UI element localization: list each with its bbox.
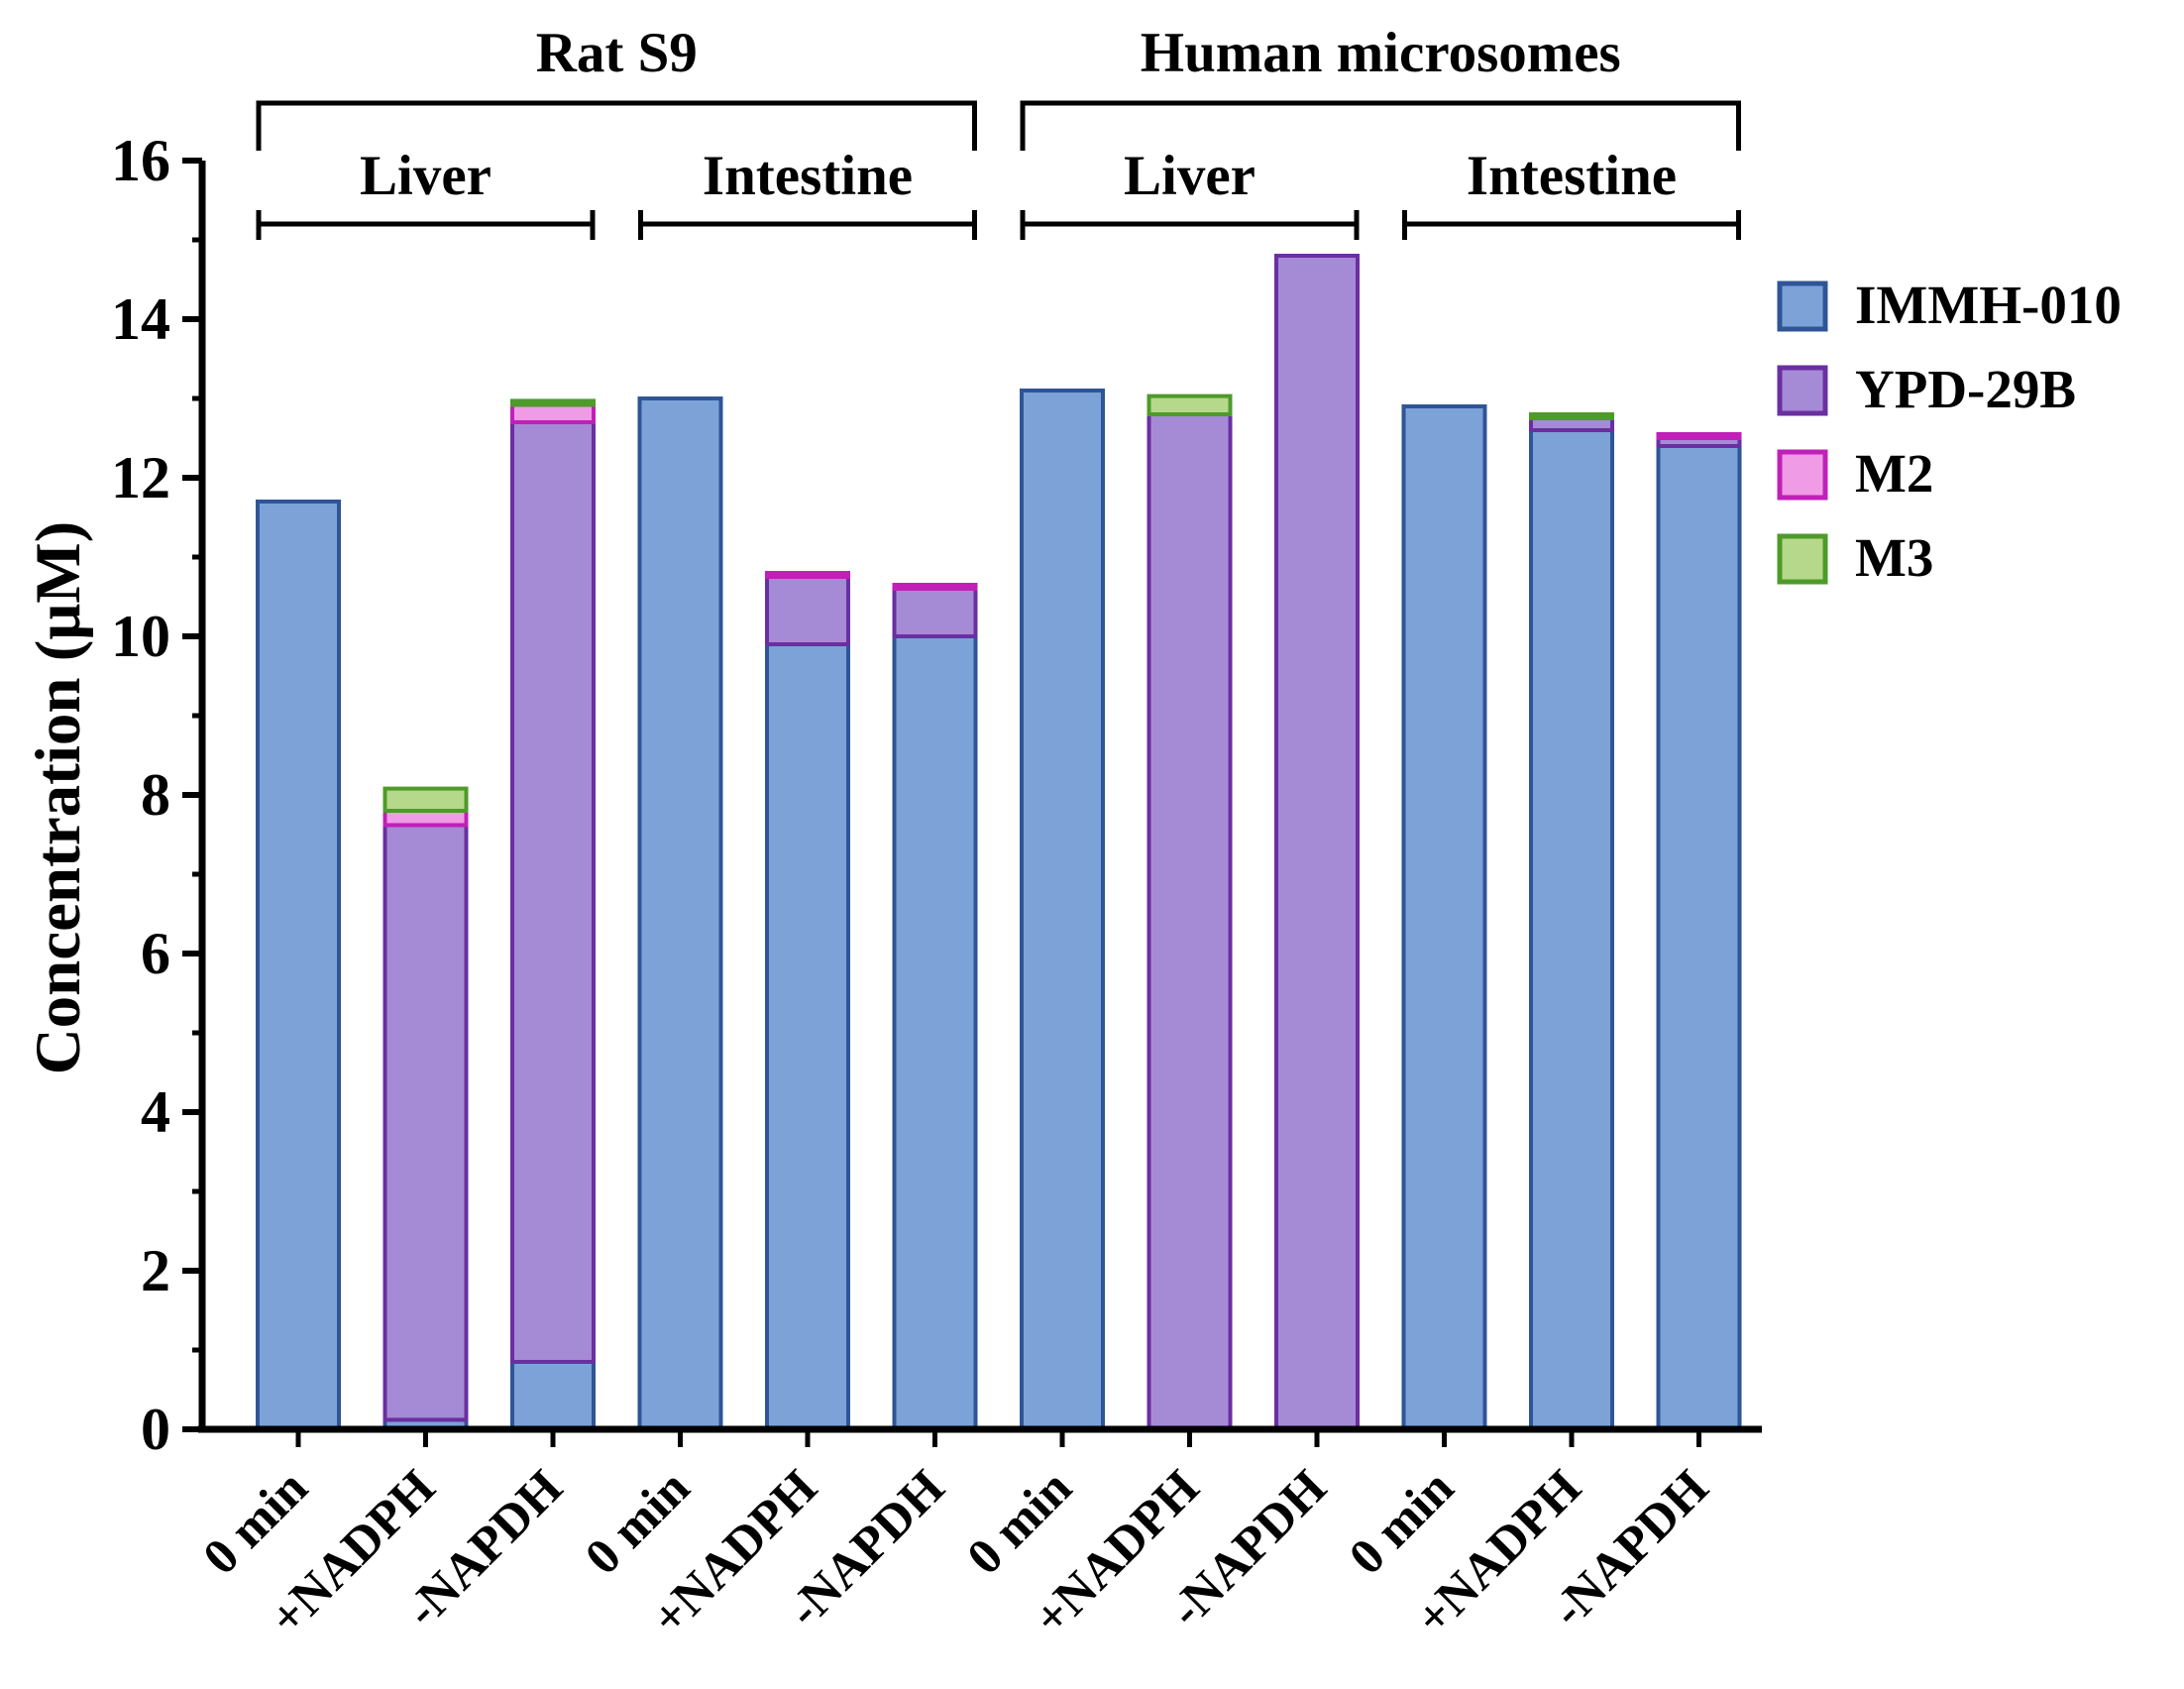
y-tick-label: 0 (141, 1397, 170, 1462)
bar-segment-immh-010-6 (1020, 389, 1105, 1431)
y-tick-label: 14 (111, 286, 170, 352)
group-bracket (256, 100, 977, 151)
y-tick-label: 10 (111, 604, 170, 669)
bar-segment-immh-010-10 (1529, 428, 1614, 1431)
legend-label-m2: M2 (1855, 443, 1933, 504)
y-tick-label: 12 (111, 445, 170, 510)
bar-segment-m3-1 (382, 786, 469, 813)
bar-segment-ypd-29b-7 (1147, 412, 1233, 1431)
bar-segment-m2-1 (382, 809, 469, 828)
bar-segment-immh-010-4 (765, 642, 850, 1431)
bars-layer (256, 254, 1742, 1432)
y-tick-label: 8 (141, 762, 170, 828)
y-ticks-layer: 0 2 4 6 8 10 12 14 16 (111, 128, 202, 1462)
bar-segment-m3-2 (510, 398, 596, 407)
legend-label-immh-010: IMMH-010 (1855, 275, 2122, 335)
group-brackets-layer: Rat S9 Liver Intestine Human microsomes Live… (256, 22, 1741, 240)
legend-swatch-immh-010 (1777, 281, 1828, 332)
bar-segment-immh-010-3 (637, 396, 723, 1431)
bar-segment-m2-11 (1656, 432, 1742, 440)
bar-segment-immh-010-9 (1401, 404, 1487, 1431)
bar-segment-immh-010-2 (510, 1360, 596, 1431)
y-tick-label: 4 (141, 1079, 170, 1145)
bar-segment-ypd-29b-4 (765, 575, 850, 646)
bar-segment-m2-5 (892, 583, 978, 591)
y-tick-label: 6 (141, 921, 170, 986)
legend-swatch-m3 (1777, 533, 1828, 585)
subgroup-label: Liver (1124, 145, 1256, 207)
legend: IMMH-010 YPD-29B M2 M3 (1777, 275, 2122, 588)
y-tick-label: 2 (141, 1238, 170, 1303)
bar-segment-ypd-29b-8 (1274, 254, 1360, 1431)
x-ticks-layer: 0 min+NADPH-NAPDH 0 min+NADPH-NAPDH 0 min+… (193, 1429, 1719, 1646)
bar-segment-immh-010-0 (256, 500, 341, 1431)
bar-segment-m2-4 (765, 571, 850, 579)
group-label: Human microsomes (1141, 22, 1621, 84)
bar-segment-immh-010-11 (1656, 444, 1742, 1431)
legend-swatch-ypd-29b (1777, 365, 1828, 416)
bar-segment-ypd-29b-5 (892, 587, 978, 638)
legend-swatch-m2 (1777, 449, 1828, 501)
bar-segment-m3-7 (1147, 394, 1233, 417)
legend-label-m3: M3 (1855, 527, 1933, 588)
bar-segment-m2-2 (510, 402, 596, 424)
bar-segment-ypd-29b-1 (382, 823, 469, 1422)
bar-segment-m3-10 (1529, 412, 1614, 420)
subgroup-label: Intestine (703, 145, 913, 207)
subgroup-label: Intestine (1467, 145, 1677, 207)
bar-segment-ypd-29b-2 (510, 420, 596, 1364)
group-label: Rat S9 (536, 22, 698, 84)
legend-label-ypd-29b: YPD-29B (1855, 359, 2076, 419)
subgroup-label: Liver (360, 145, 491, 207)
y-axis-label: Concentration (μM) (23, 521, 94, 1075)
bar-segment-immh-010-5 (892, 634, 978, 1431)
group-bracket (1020, 100, 1741, 151)
y-tick-label: 16 (111, 128, 170, 193)
